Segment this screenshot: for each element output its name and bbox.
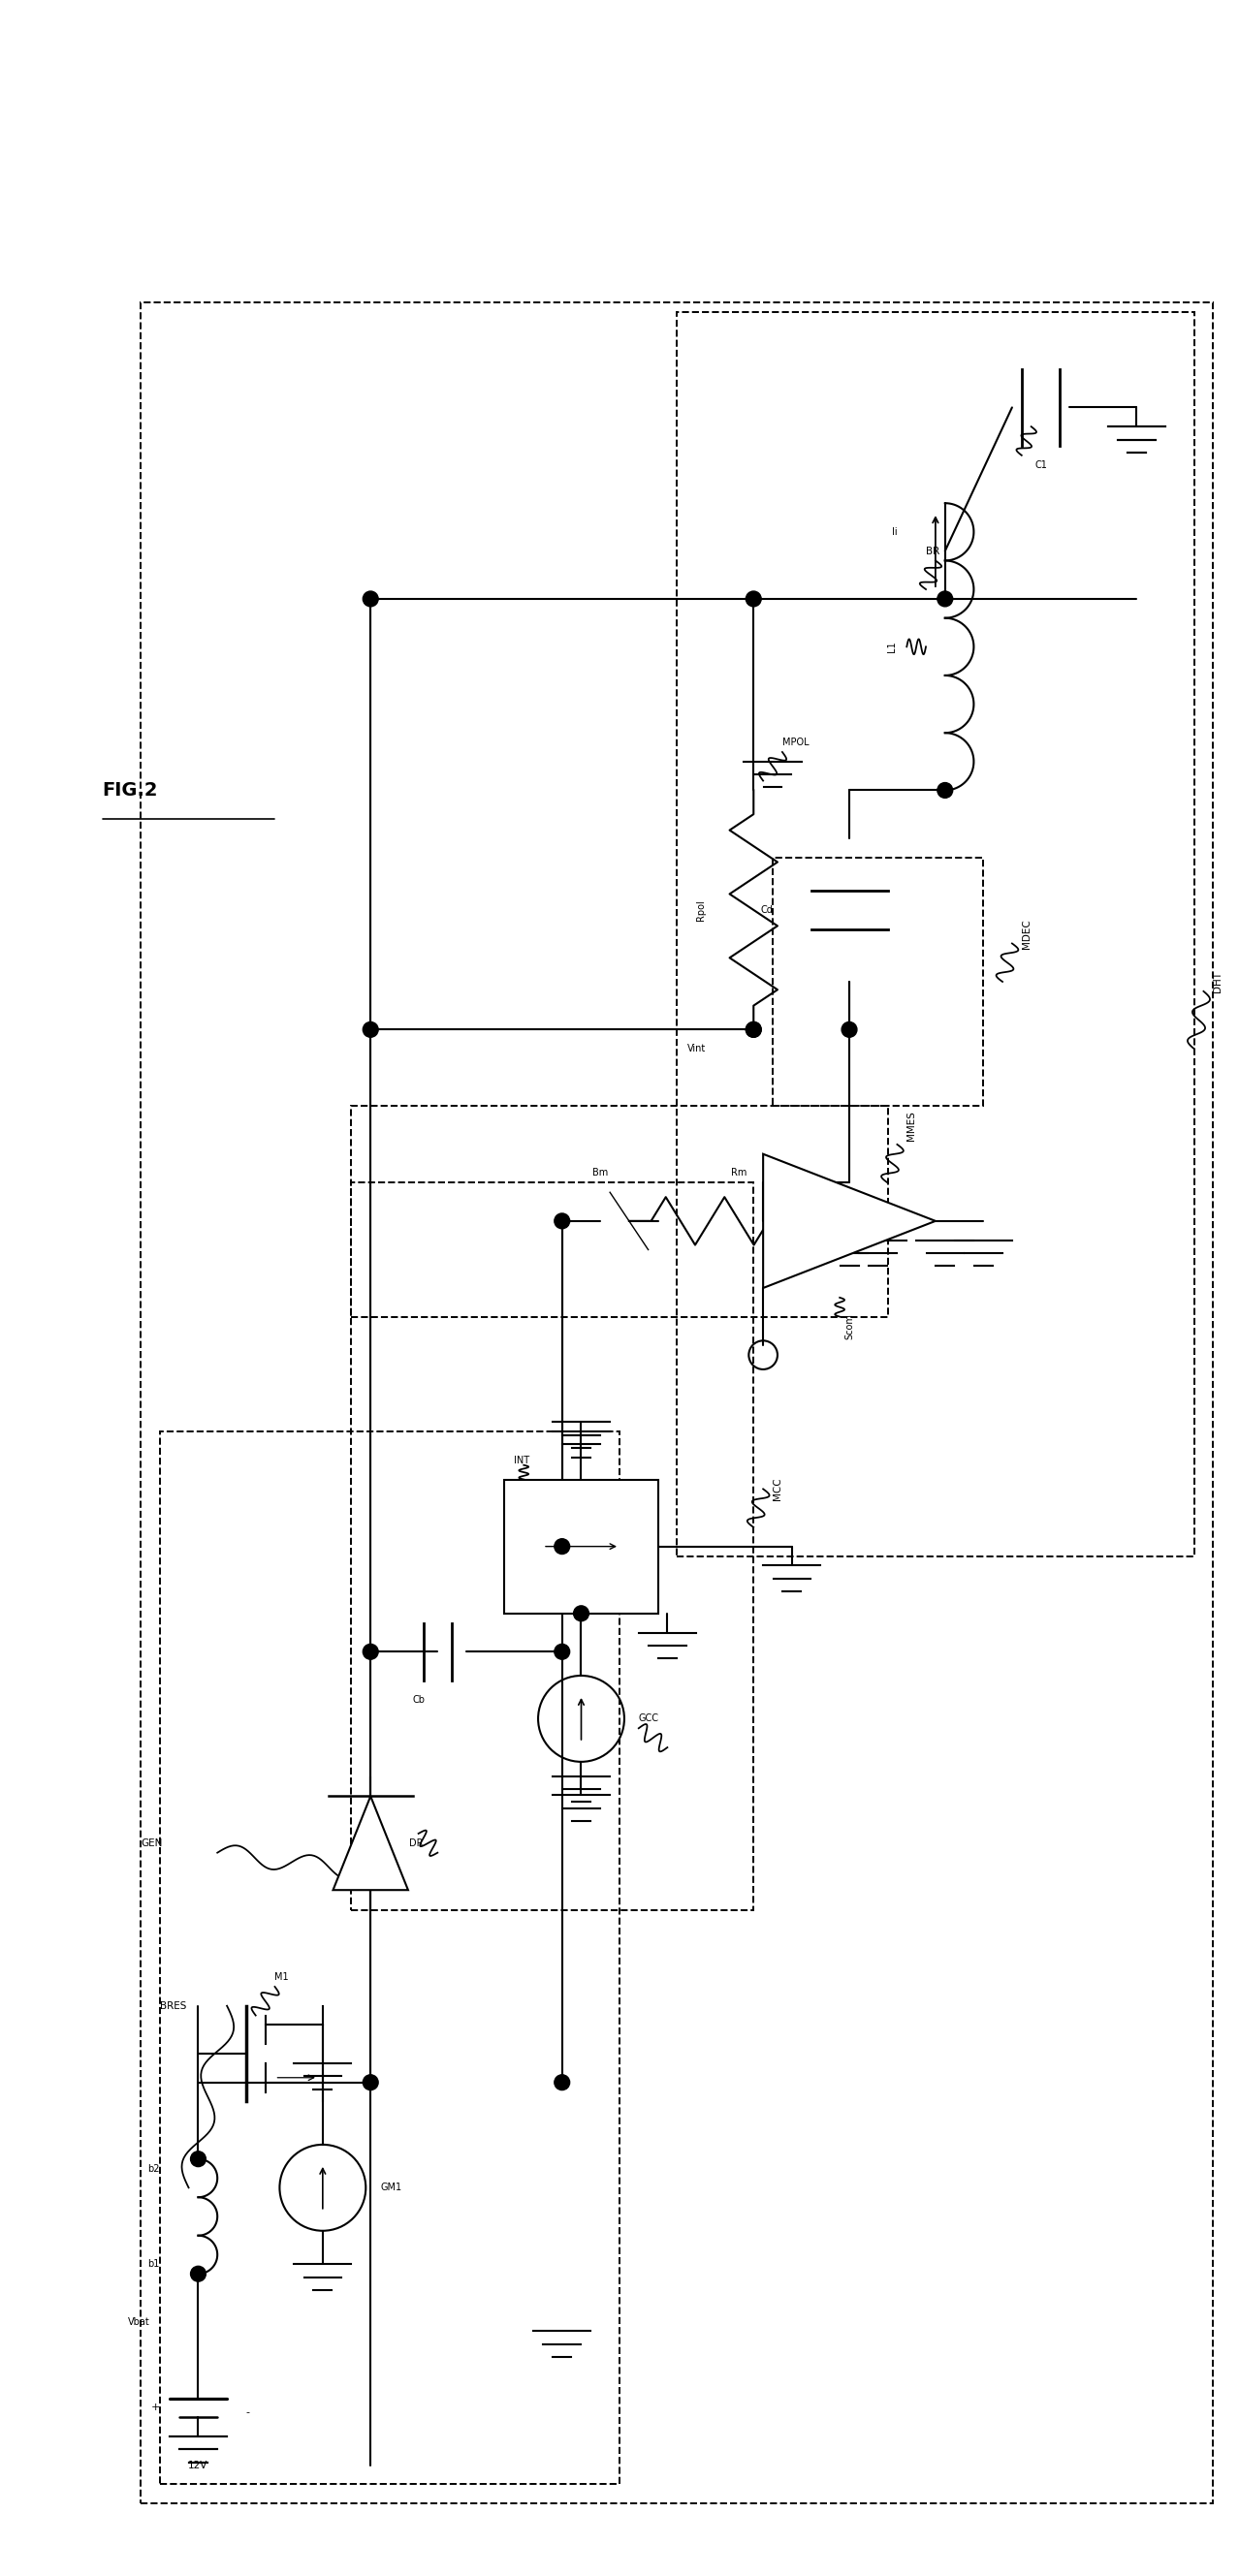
Text: GEN: GEN	[141, 1839, 162, 1847]
Circle shape	[191, 2151, 206, 2166]
Bar	[773, 858, 984, 1105]
Text: FIG.2: FIG.2	[103, 781, 159, 799]
Text: b1: b1	[147, 2259, 160, 2269]
Text: GCC: GCC	[638, 1713, 659, 1723]
Bar	[352, 1105, 887, 1316]
Text: 12V: 12V	[188, 2460, 208, 2470]
Text: L1: L1	[887, 641, 897, 652]
Text: Vint: Vint	[686, 1043, 706, 1054]
Text: M1: M1	[275, 1973, 289, 1981]
Text: Cd: Cd	[761, 904, 773, 914]
Text: GM1: GM1	[380, 2182, 401, 2192]
Circle shape	[574, 1605, 589, 1620]
Text: INT: INT	[514, 1455, 530, 1466]
Text: MPOL: MPOL	[782, 737, 809, 747]
Text: Rm: Rm	[731, 1170, 747, 1177]
Circle shape	[746, 1023, 761, 1038]
Text: b2: b2	[147, 2164, 160, 2174]
Text: Vbat: Vbat	[129, 2316, 150, 2326]
Bar	[352, 1182, 753, 1911]
Circle shape	[746, 1023, 761, 1038]
Text: Rpol: Rpol	[696, 899, 706, 920]
Text: MDEC: MDEC	[1022, 920, 1031, 948]
Circle shape	[191, 2267, 206, 2282]
Text: MMES: MMES	[907, 1110, 917, 1141]
Text: MCC: MCC	[773, 1479, 782, 1499]
Text: Cb: Cb	[413, 1695, 425, 1705]
Circle shape	[938, 592, 953, 605]
Circle shape	[363, 2074, 378, 2089]
Bar	[141, 301, 1213, 2504]
Circle shape	[363, 1023, 378, 1038]
Text: BR: BR	[926, 546, 939, 556]
Bar	[160, 1432, 620, 2483]
Circle shape	[554, 1538, 570, 1553]
Text: Scom: Scom	[845, 1314, 854, 1340]
Text: -: -	[247, 2409, 250, 2416]
Circle shape	[363, 1643, 378, 1659]
Bar	[504, 1479, 658, 1613]
Circle shape	[363, 592, 378, 605]
Text: BRES: BRES	[160, 2002, 186, 2012]
Text: DHT: DHT	[1213, 971, 1223, 992]
Circle shape	[746, 592, 761, 605]
Circle shape	[938, 783, 953, 799]
Text: Ii: Ii	[892, 528, 897, 536]
Circle shape	[554, 1643, 570, 1659]
Text: +: +	[151, 2403, 160, 2414]
Circle shape	[554, 2074, 570, 2089]
Bar	[676, 312, 1194, 1556]
Text: Bm: Bm	[592, 1170, 608, 1177]
Polygon shape	[333, 1795, 408, 1891]
Text: DR: DR	[409, 1839, 422, 1847]
Polygon shape	[763, 1154, 935, 1288]
Circle shape	[841, 1023, 857, 1038]
Text: C1: C1	[1035, 461, 1047, 469]
Circle shape	[554, 1213, 570, 1229]
